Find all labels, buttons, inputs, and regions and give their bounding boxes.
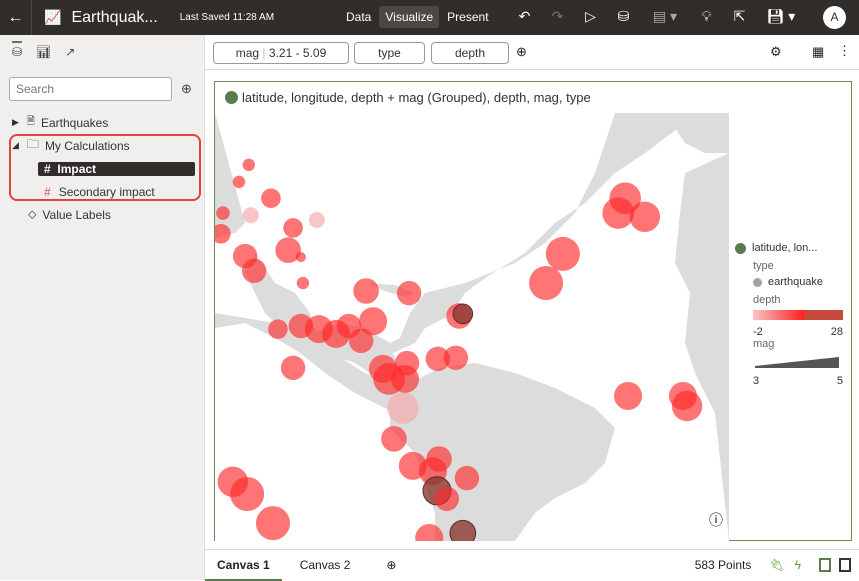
search-input[interactable]: Search <box>9 77 172 101</box>
land-europe <box>665 113 729 153</box>
earthquake-bubble[interactable] <box>602 197 635 229</box>
tree-item-my-calculations[interactable]: ◢ 🗀 My Calculations <box>0 134 205 157</box>
depth-color-scale <box>753 310 843 320</box>
tree-item-impact[interactable]: # Impact <box>38 161 195 176</box>
map-visualization[interactable]: latitude, longitude, depth + mag (Groupe… <box>214 81 852 541</box>
earthquake-bubble[interactable] <box>614 381 643 410</box>
filter-settings-icon[interactable]: ⚙ <box>770 44 782 59</box>
save-icon[interactable]: 💾︎ ▾ <box>766 8 796 24</box>
land-africa <box>675 153 729 541</box>
earthquake-bubble[interactable] <box>261 188 281 209</box>
earthquake-bubble[interactable] <box>296 276 310 290</box>
panel-left-icon[interactable] <box>819 558 831 572</box>
visualizations-tab-icon[interactable]: 📊︎ <box>36 45 52 59</box>
earthquake-bubble[interactable] <box>242 207 259 224</box>
earthquake-bubble[interactable] <box>359 307 388 336</box>
earthquake-bubble[interactable] <box>353 278 379 304</box>
earthquake-bubble[interactable] <box>381 426 407 452</box>
earthquake-bubble[interactable] <box>232 175 246 189</box>
chart-app-icon: 📈 <box>44 9 62 25</box>
earthquake-bubble[interactable] <box>242 158 255 172</box>
info-icon: ⓘ <box>709 512 723 528</box>
earthquake-bubble[interactable] <box>545 236 580 271</box>
tree-item-earthquakes[interactable]: ▶ 🗎 Earthquakes <box>12 115 109 130</box>
workbook-title[interactable]: Earthquak... <box>71 8 158 26</box>
plug-icon[interactable]: 🔌︎ <box>769 558 785 572</box>
nav-present[interactable]: Present <box>447 10 489 24</box>
tab-canvas-2[interactable]: Canvas 2 <box>299 557 351 572</box>
nav-visualize[interactable]: Visualize <box>379 6 440 28</box>
add-filter-icon[interactable]: ⊕ <box>516 44 527 59</box>
data-tab-icon[interactable]: ⛁ <box>12 41 23 59</box>
lightbulb-icon[interactable]: 💡︎ <box>701 8 712 24</box>
earthquake-bubble[interactable] <box>387 392 419 424</box>
earthquake-bubble[interactable] <box>449 519 477 541</box>
nav-data[interactable]: Data <box>346 10 372 24</box>
dataset-icon: 🗎 <box>26 116 35 127</box>
earthquake-bubble[interactable] <box>268 319 288 339</box>
earthquake-bubble[interactable] <box>241 258 267 284</box>
data-refresh-icon[interactable]: ⛁ <box>617 8 630 24</box>
panel-right-icon[interactable] <box>839 558 851 572</box>
mag-size-scale <box>755 357 839 368</box>
earthquake-bubble[interactable] <box>230 476 265 511</box>
viz-title: latitude, longitude, depth + mag (Groupe… <box>242 90 591 105</box>
earthquake-bubble[interactable] <box>280 355 306 381</box>
filter-mag[interactable]: mag | 3.21 - 5.09 <box>213 42 349 64</box>
earthquake-bubble[interactable] <box>216 206 230 220</box>
earthquake-bubble[interactable] <box>255 506 290 541</box>
earthquake-bubble[interactable] <box>275 237 301 263</box>
map-legend: latitude, lon... type earthquake depth -… <box>735 242 850 387</box>
type-dot-icon <box>753 277 762 287</box>
layer-dot-icon <box>735 242 746 254</box>
comment-icon[interactable]: ▤ ▾ <box>652 8 678 24</box>
redo-icon[interactable]: ↷ <box>551 8 564 24</box>
export-icon[interactable]: ⇱ <box>733 8 746 24</box>
earthquake-bubble[interactable] <box>452 303 474 325</box>
last-saved: Last Saved 11:28 AM <box>179 12 275 23</box>
add-canvas-icon[interactable]: ⊕ <box>386 558 397 572</box>
earthquake-bubble[interactable] <box>454 465 480 491</box>
earthquake-bubble[interactable] <box>215 223 231 244</box>
earthquake-bubble[interactable] <box>629 201 661 232</box>
tab-canvas-1[interactable]: Canvas 1 <box>205 550 282 581</box>
earthquake-bubble[interactable] <box>283 218 303 238</box>
earthquake-bubble[interactable] <box>308 211 325 228</box>
earthquake-bubble[interactable] <box>671 390 703 422</box>
map-canvas[interactable]: ⓘ <box>215 113 729 541</box>
play-icon[interactable]: ▷ <box>585 8 596 24</box>
earthquake-bubble[interactable] <box>415 523 444 541</box>
canvas-bar: Canvas 1 Canvas 2 ⊕ 583 Points 🔌︎ ϟ <box>205 549 859 581</box>
back-button[interactable]: ← <box>0 0 32 35</box>
top-bar: ← 📈 Earthquak... Last Saved 11:28 AM Dat… <box>0 0 859 35</box>
earthquake-bubble[interactable] <box>348 328 374 354</box>
earthquake-bubble[interactable] <box>425 346 451 372</box>
earthquake-bubble[interactable] <box>295 252 306 263</box>
hash-icon: # <box>44 161 51 176</box>
undo-icon[interactable]: ↶ <box>518 8 531 24</box>
tree-item-secondary-impact[interactable]: # Secondary impact <box>44 184 155 199</box>
more-icon[interactable]: ⋮ <box>838 43 851 58</box>
lightning-icon[interactable]: ϟ <box>794 558 801 572</box>
properties-icon[interactable]: ▦ <box>812 44 825 59</box>
tag-icon: ⬦ <box>28 207 37 221</box>
filter-bar: mag | 3.21 - 5.09 type depth ⊕ ⚙ ▦ ⋮ <box>205 35 859 70</box>
filter-type[interactable]: type <box>354 42 425 64</box>
analytics-tab-icon[interactable]: ↗ <box>65 45 76 59</box>
map-layer-icon <box>225 91 238 104</box>
earthquake-bubble[interactable] <box>373 363 405 395</box>
filter-depth[interactable]: depth <box>431 42 509 64</box>
highlight-box <box>9 134 201 201</box>
tree-item-value-labels[interactable]: ⬦ Value Labels <box>28 207 111 222</box>
avatar[interactable]: A <box>823 6 846 29</box>
hash-icon: # <box>44 184 51 199</box>
earthquake-bubble[interactable] <box>529 266 564 301</box>
earthquake-bubble[interactable] <box>443 345 469 370</box>
folder-icon: 🗀 <box>26 137 39 151</box>
add-icon[interactable]: ⊕ <box>181 81 192 96</box>
points-count: 583 Points <box>694 558 752 572</box>
earthquake-bubble[interactable] <box>396 280 422 306</box>
data-panel: ⛁ 📊︎ ↗ Search ⊕ ▶ 🗎 Earthquakes ◢ 🗀 My Calcu… <box>0 35 205 580</box>
earthquake-bubble[interactable] <box>434 486 460 511</box>
